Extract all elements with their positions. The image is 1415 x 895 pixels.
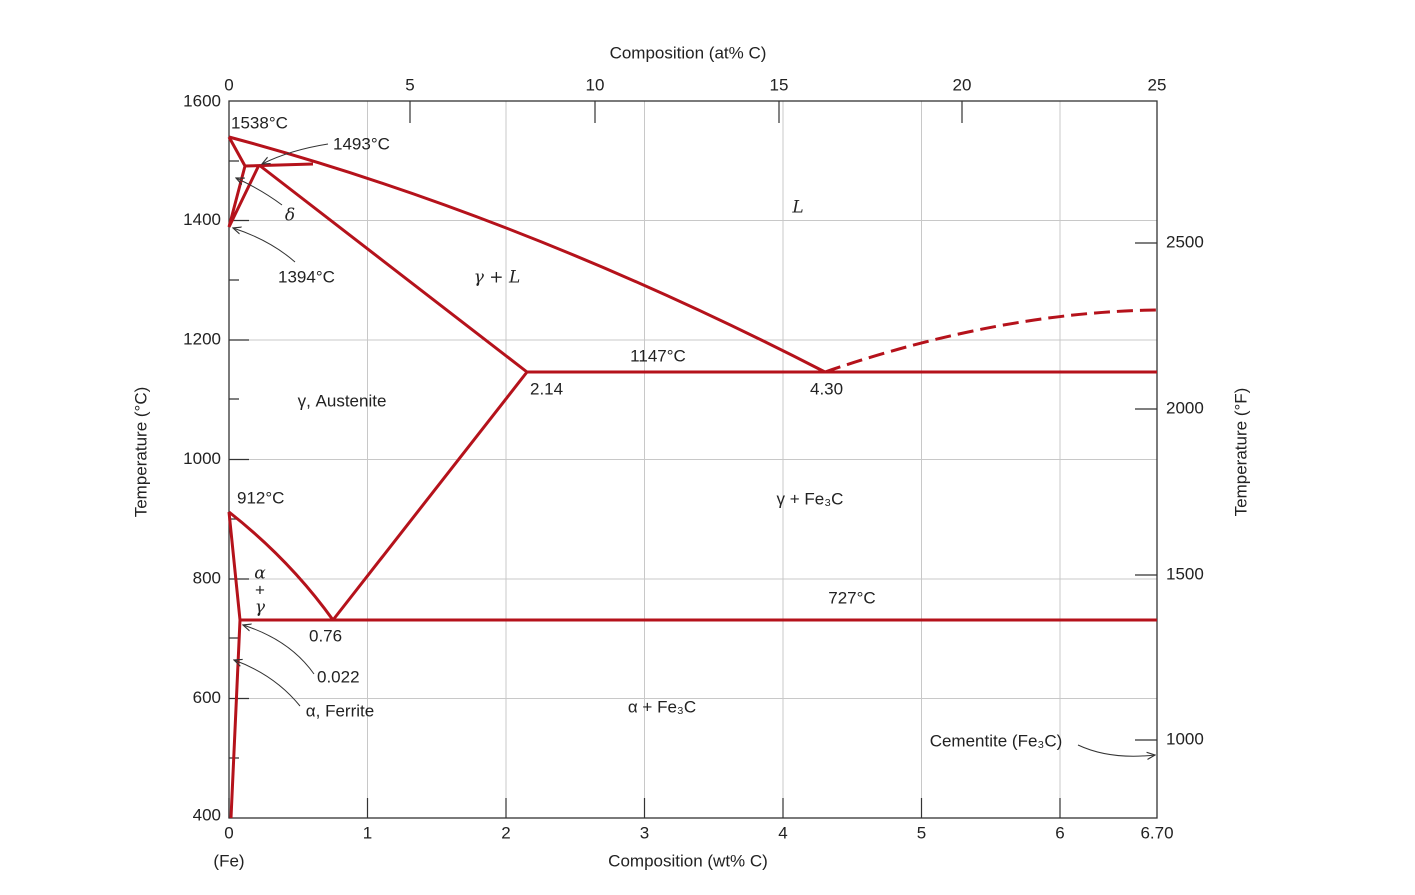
tick-label: 1 [363,823,372,842]
annotation: 1147°C [630,346,686,365]
bottom-ticks [228,798,1061,818]
liquidus [228,135,826,374]
tick-label: 800 [193,568,221,587]
a3-line [228,510,335,621]
annotation: 0.022 [317,667,360,686]
delta-boundary [227,136,261,228]
arrow [236,178,283,206]
phase-boundaries [227,135,1158,819]
tick-label: 20 [953,75,972,94]
liquidus-extension [824,308,1158,374]
tick-label: 1500 [1166,564,1204,583]
tick-label: 600 [193,688,221,707]
tick-label: 400 [193,805,221,824]
annotation: 4.30 [810,379,843,398]
annotation: 2.14 [530,379,563,398]
left-ticks [229,160,249,759]
annotation: 727°C [828,588,875,607]
tick-label: 4 [778,823,787,842]
origin-note: (Fe) [213,851,244,870]
axis-title: Temperature (°F) [1231,388,1250,517]
tick-label: 0 [224,75,233,94]
axis-title: Composition (wt% C) [608,851,768,870]
tick-label: 0 [224,823,233,842]
acm-line [331,371,529,621]
region-label: γ [255,598,266,618]
annotation: 1493°C [333,134,390,153]
tick-label: 25 [1148,75,1167,94]
tick-label: 1200 [183,329,221,348]
region-label: γ + L [474,268,521,288]
labels: Composition (at% C) 0 5 10 15 20 25 Comp… [131,43,1250,870]
annotation: 912°C [237,488,284,507]
grid [229,101,1157,818]
tick-label: 2 [501,823,510,842]
region-label: γ, Austenite [298,391,387,410]
solidus [258,163,528,374]
top-ticks [409,101,963,123]
tick-label: 1400 [183,210,221,229]
region-label: α + Fe₃C [628,697,696,716]
region-label: α [254,564,266,584]
axis-title: Composition (at% C) [610,43,767,62]
annotation: 1394°C [278,267,335,286]
region-label: L [791,198,803,218]
region-label: δ [285,206,295,226]
arrows [233,143,1155,756]
region-label: α, Ferrite [306,701,374,720]
tick-label: 15 [770,75,789,94]
annotation: 0.76 [309,626,342,645]
ferrite-solvus [227,511,242,819]
region-label: Cementite (Fe₃C) [930,731,1063,750]
region-label: γ + Fe₃C [777,489,844,508]
tick-label: 1000 [1166,729,1204,748]
tick-label: 5 [405,75,414,94]
tick-label: 6.70 [1140,823,1173,842]
tick-label: 2500 [1166,232,1204,251]
tick-label: 5 [917,823,926,842]
arrow [262,143,329,164]
right-ticks [1135,242,1157,741]
arrow [243,625,315,675]
tick-label: 1600 [183,91,221,110]
axis-title: Temperature (°C) [131,387,150,518]
arrow [233,228,296,263]
tick-label: 1000 [183,449,221,468]
tick-label: 2000 [1166,398,1204,417]
peritectic-line [244,162,314,168]
ticks [228,101,1157,818]
region-label: + [255,580,265,599]
arrow [234,660,301,707]
arrow [1077,744,1155,756]
tick-label: 6 [1055,823,1064,842]
tick-label: 10 [586,75,605,94]
tick-label: 3 [640,823,649,842]
annotation: 1538°C [231,113,288,132]
